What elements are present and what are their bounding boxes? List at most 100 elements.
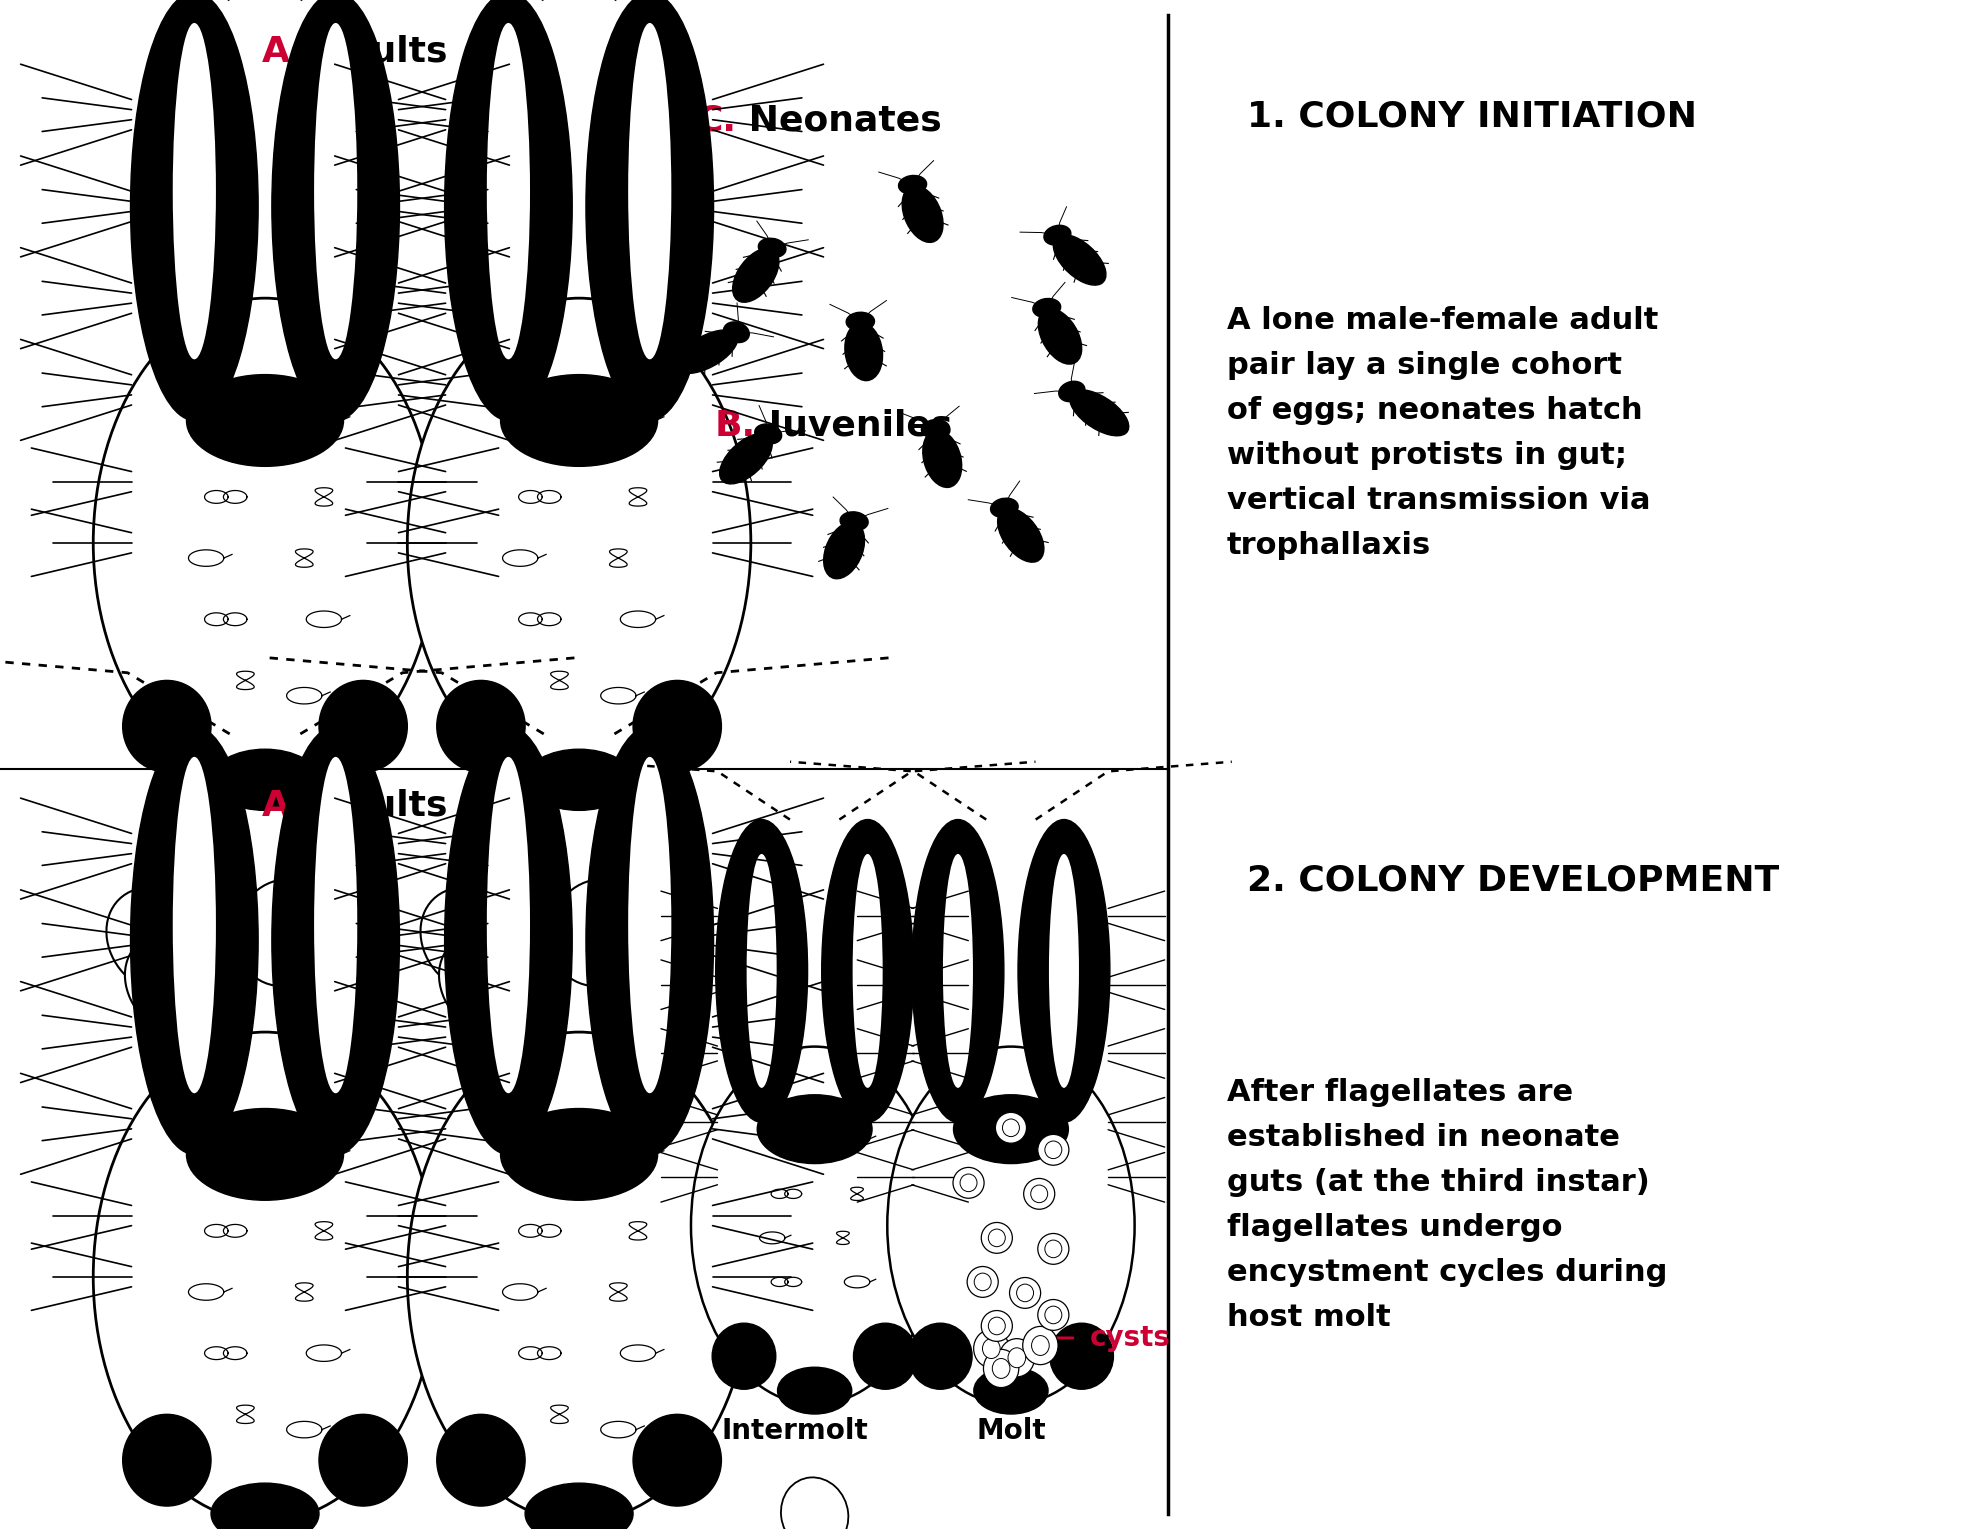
Ellipse shape [993,1358,1009,1379]
Ellipse shape [1031,1185,1048,1203]
Ellipse shape [974,1274,991,1290]
Ellipse shape [840,512,868,531]
Ellipse shape [501,1109,658,1200]
Ellipse shape [173,757,216,1093]
Ellipse shape [987,1229,1005,1246]
Ellipse shape [628,23,671,359]
Ellipse shape [314,757,357,1093]
Ellipse shape [754,424,781,443]
Ellipse shape [983,1339,999,1358]
Ellipse shape [94,1032,436,1521]
Ellipse shape [524,1483,632,1529]
Ellipse shape [724,323,750,342]
Text: cysts: cysts [1089,1324,1170,1352]
Ellipse shape [960,1174,978,1191]
Ellipse shape [923,430,962,488]
Text: Juveniles: Juveniles [756,410,952,443]
Ellipse shape [991,498,1019,517]
Ellipse shape [1070,390,1129,436]
Text: C.: C. [697,104,736,138]
Ellipse shape [1050,1323,1113,1390]
Ellipse shape [995,1113,1027,1144]
Ellipse shape [632,1414,722,1506]
Text: A lone male-female adult
pair lay a single cohort
of eggs; neonates hatch
withou: A lone male-female adult pair lay a sing… [1227,306,1659,560]
Ellipse shape [186,375,344,466]
Ellipse shape [318,1414,408,1506]
Ellipse shape [1038,1135,1070,1165]
Text: Adults: Adults [304,789,448,823]
Ellipse shape [983,1349,1019,1388]
Ellipse shape [954,1095,1068,1164]
Ellipse shape [1003,1119,1019,1136]
Ellipse shape [844,323,883,381]
Ellipse shape [271,0,400,420]
Ellipse shape [716,820,807,1122]
Ellipse shape [440,934,542,1038]
Ellipse shape [854,1323,917,1390]
Ellipse shape [524,749,632,810]
Ellipse shape [1023,1179,1054,1209]
Ellipse shape [1044,1306,1062,1324]
Ellipse shape [1044,225,1072,245]
Ellipse shape [550,879,648,986]
Ellipse shape [487,23,530,359]
Ellipse shape [846,312,874,330]
Ellipse shape [1009,1278,1040,1309]
Ellipse shape [406,1032,750,1521]
Ellipse shape [585,0,715,420]
Ellipse shape [628,757,671,1093]
Ellipse shape [997,508,1044,563]
Text: 2. COLONY DEVELOPMENT: 2. COLONY DEVELOPMENT [1247,864,1778,898]
Ellipse shape [1038,309,1082,364]
Ellipse shape [186,1109,344,1200]
Ellipse shape [1019,820,1109,1122]
Ellipse shape [822,820,913,1122]
Text: Intermolt: Intermolt [722,1417,868,1445]
Ellipse shape [487,757,530,1093]
Ellipse shape [444,726,573,1154]
Ellipse shape [236,879,334,986]
Ellipse shape [952,1168,983,1199]
Ellipse shape [1033,298,1060,318]
Ellipse shape [436,1414,524,1506]
Ellipse shape [1044,1240,1062,1258]
Ellipse shape [1038,1234,1070,1264]
Ellipse shape [824,521,864,579]
Ellipse shape [942,853,974,1089]
Ellipse shape [852,853,883,1089]
Ellipse shape [1044,1141,1062,1159]
Ellipse shape [501,375,658,466]
Ellipse shape [1017,1284,1035,1301]
Text: A.: A. [261,35,304,69]
Ellipse shape [94,298,436,787]
Ellipse shape [632,680,722,772]
Ellipse shape [913,820,1003,1122]
Ellipse shape [713,1323,775,1390]
Text: Neonates: Neonates [736,104,942,138]
Ellipse shape [1038,1300,1070,1330]
Ellipse shape [106,888,208,992]
Ellipse shape [903,185,942,243]
Ellipse shape [436,680,524,772]
Ellipse shape [758,1095,872,1164]
Ellipse shape [314,23,357,359]
Ellipse shape [1058,381,1086,402]
Ellipse shape [173,23,216,359]
Ellipse shape [444,0,573,420]
Ellipse shape [675,330,738,373]
Ellipse shape [758,239,785,257]
Ellipse shape [720,434,771,483]
Ellipse shape [777,1367,852,1414]
Ellipse shape [968,1266,999,1297]
Ellipse shape [691,1046,938,1404]
Ellipse shape [124,1414,212,1506]
Text: Adults: Adults [304,35,448,69]
Ellipse shape [987,1316,1005,1335]
Ellipse shape [585,726,715,1154]
Ellipse shape [210,749,318,810]
Ellipse shape [318,680,408,772]
Ellipse shape [781,1477,848,1529]
Ellipse shape [126,934,228,1038]
Text: A.: A. [261,789,304,823]
Ellipse shape [982,1223,1013,1254]
